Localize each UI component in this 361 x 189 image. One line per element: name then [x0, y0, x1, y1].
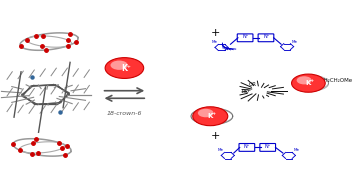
Circle shape	[198, 109, 214, 117]
Text: Me: Me	[217, 148, 223, 153]
Circle shape	[297, 76, 312, 84]
Text: Me: Me	[292, 40, 297, 44]
Text: 18-crown-6: 18-crown-6	[106, 111, 142, 116]
Text: Me: Me	[212, 40, 218, 44]
Text: K⁺: K⁺	[305, 80, 314, 86]
Text: Me: Me	[293, 148, 299, 153]
Circle shape	[105, 58, 144, 78]
Text: +: +	[211, 28, 220, 38]
Text: R = CH₂CH₂OMe: R = CH₂CH₂OMe	[308, 78, 353, 83]
Text: N⁺: N⁺	[263, 35, 269, 40]
Text: N⁺: N⁺	[244, 144, 250, 149]
Text: N⁺: N⁺	[265, 144, 271, 149]
Circle shape	[110, 60, 128, 70]
Text: +: +	[211, 131, 220, 141]
Text: N⁺: N⁺	[242, 35, 249, 40]
Text: RO: RO	[241, 89, 249, 94]
Text: K⁺: K⁺	[207, 113, 216, 119]
Text: OR: OR	[248, 82, 256, 87]
Circle shape	[292, 74, 325, 92]
Text: K⁺: K⁺	[121, 64, 131, 74]
Circle shape	[193, 107, 228, 126]
